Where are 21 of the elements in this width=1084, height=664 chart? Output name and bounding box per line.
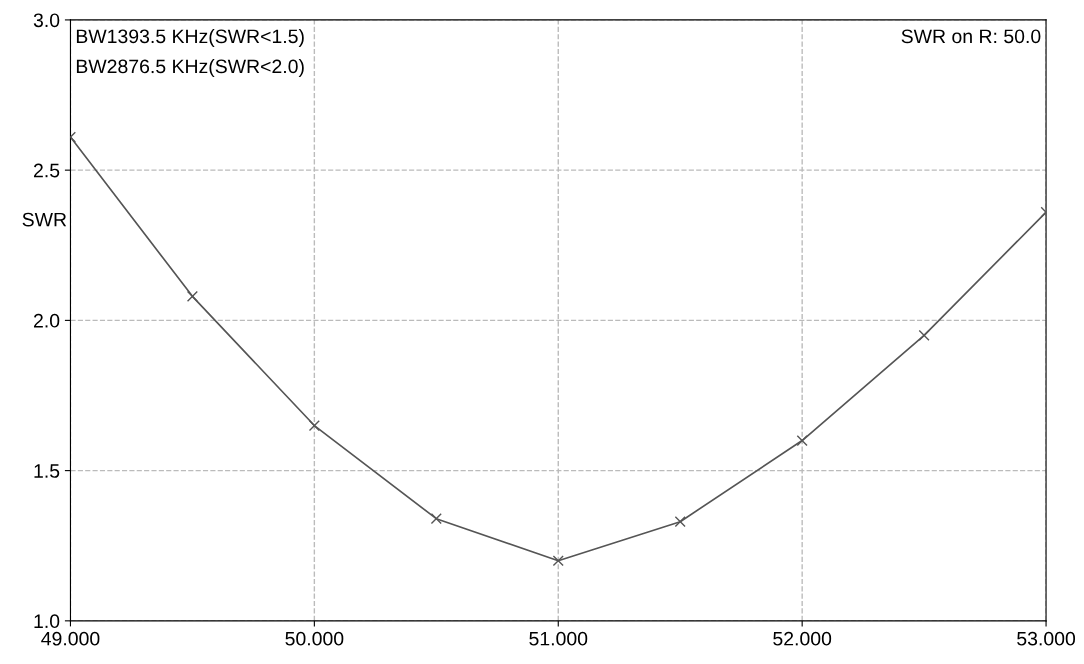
x-tick-label: 52.000 (773, 631, 832, 646)
y-tick-label: 2.5 (33, 163, 60, 178)
y-tick-label: 2.0 (33, 313, 60, 328)
point (186, 290, 198, 302)
x-tick-label: 51.000 (529, 631, 588, 646)
annotation: BW2876.5 KHz(SWR<2.0) (76, 58, 304, 78)
x-tick-label: 49.000 (41, 631, 100, 646)
point (552, 555, 564, 567)
x-tick-label: 50.000 (285, 631, 344, 646)
point (918, 329, 930, 341)
point (796, 435, 808, 447)
annotation: BW1393.5 KHz(SWR<1.5) (76, 28, 304, 48)
annotation: SWR on R: 50.0 (901, 29, 1041, 44)
point (430, 513, 442, 525)
x-tick-label: 53.000 (1017, 631, 1076, 646)
point (674, 516, 686, 528)
y-axis-title: SWR (22, 212, 67, 227)
y-tick-label: 1.5 (34, 464, 60, 478)
point (308, 419, 320, 432)
y-tick-label: 3.0 (33, 13, 60, 28)
y-tick-label: 1.0 (34, 614, 60, 629)
